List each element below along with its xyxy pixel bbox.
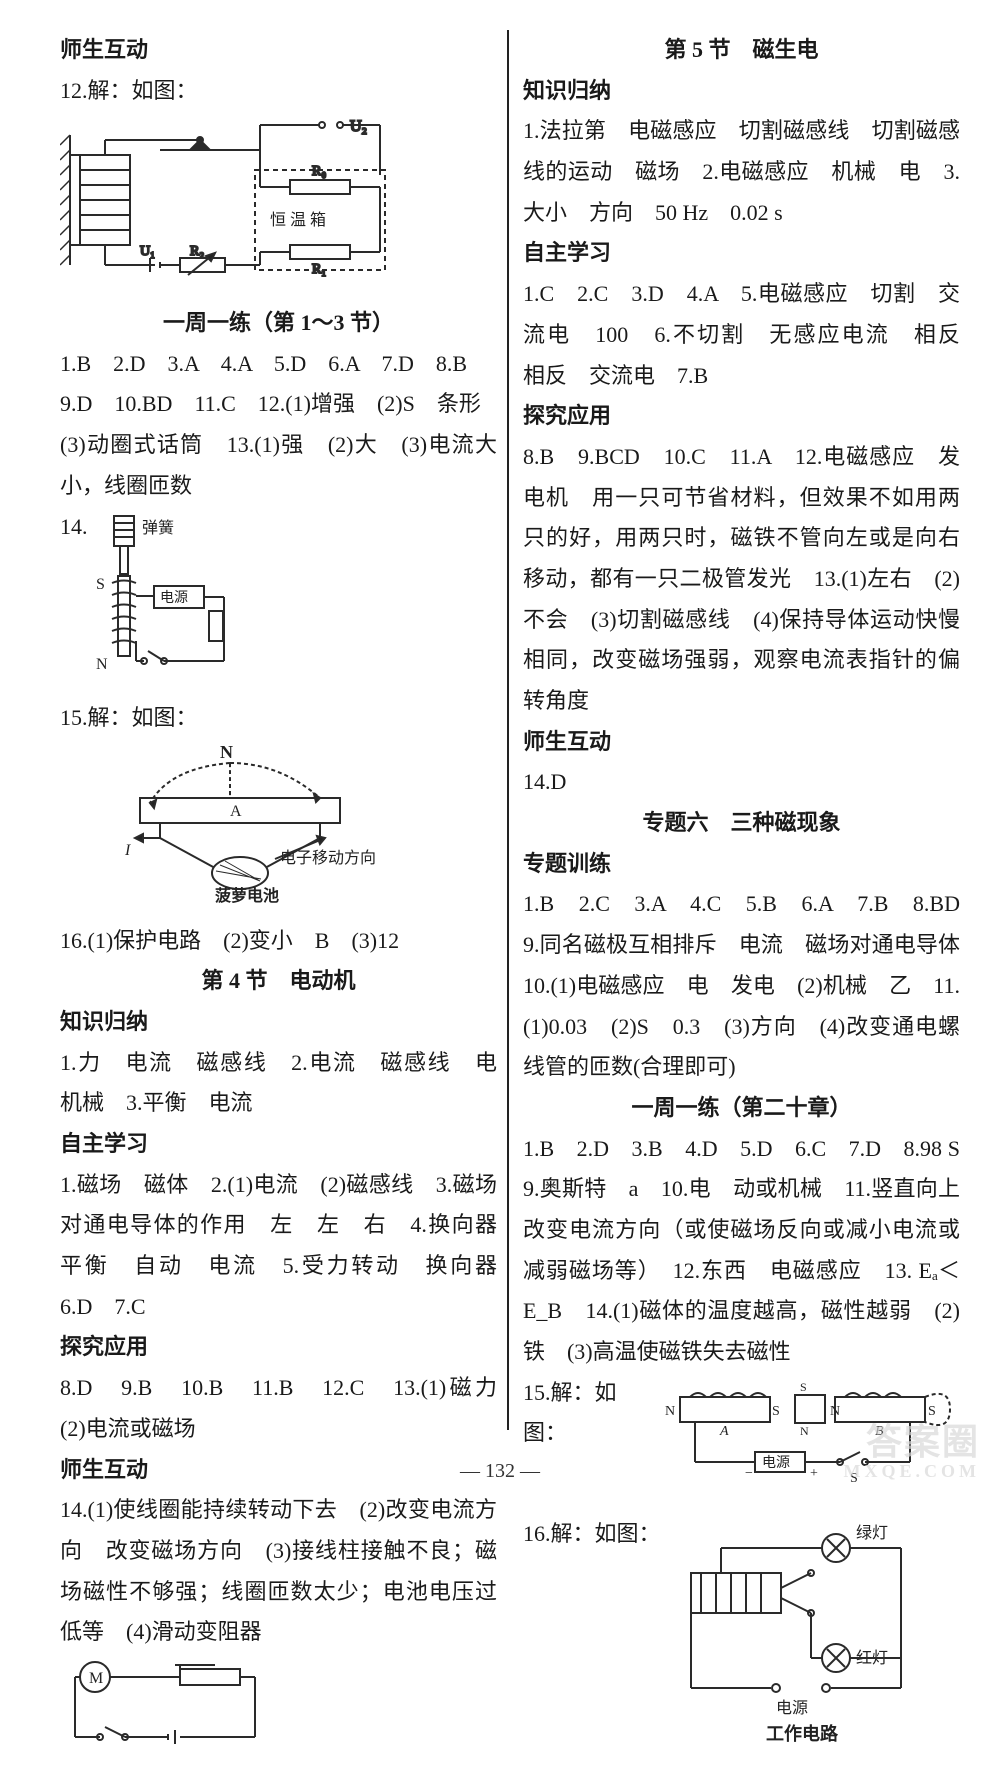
column-divider: [507, 30, 509, 1430]
page-number: — 132 —: [0, 1453, 1000, 1490]
sec4-k-title: 知识归纳: [60, 1002, 497, 1043]
sec5-z-p: 1.C 2.C 3.D 4.A 5.电磁感应 切割 交流电 100 6.不切割 …: [523, 274, 960, 396]
section-title: 师生互动: [60, 30, 497, 71]
svg-text:N: N: [220, 743, 233, 762]
sec4-title: 第 4 节 电动机: [60, 961, 497, 1002]
sec4-t-p: 8.D 9.B 10.B 11.B 12.C 13.(1)磁力 (2)电流或磁场: [60, 1368, 497, 1449]
week-title: 一周一练（第 1～3 节）: [60, 303, 497, 344]
sec5-t-title: 探究应用: [523, 396, 960, 437]
svg-text:电源: 电源: [776, 1699, 808, 1717]
topic6-p: 1.B 2.C 3.A 4.C 5.B 6.A 7.B 8.BD 9.同名磁极互…: [523, 884, 960, 1087]
svg-text:I: I: [124, 842, 131, 859]
q12-text: 12.解：如图：: [60, 71, 497, 112]
week-p1: 1.B 2.D 3.A 4.A 5.D 6.A 7.D 8.B: [60, 344, 497, 385]
sec5-k-title: 知识归纳: [523, 71, 960, 112]
week-p3: (3)动圈式话筒 13.(1)强 (2)大 (3)电流大小，线圈匝数: [60, 425, 497, 506]
sec5-h-p: 14.D: [523, 762, 960, 803]
svg-text:工作电路: 工作电路: [766, 1723, 839, 1744]
svg-text:电源: 电源: [160, 590, 188, 606]
q15-label: 15.解：如图：: [60, 698, 497, 739]
svg-text:A: A: [719, 1424, 729, 1439]
sec5-t-p: 8.B 9.BCD 10.C 11.A 12.电磁感应 发电机 用一只可节省材料…: [523, 437, 960, 722]
sec5-title: 第 5 节 磁生电: [523, 30, 960, 71]
svg-text:恒 温 箱: 恒 温 箱: [270, 211, 326, 229]
figure-15r: N S A S N N S B: [660, 1377, 960, 1511]
svg-text:S: S: [96, 576, 105, 593]
svg-text:N: N: [96, 656, 108, 673]
svg-text:绿灯: 绿灯: [856, 1524, 888, 1542]
svg-text:S: S: [800, 1380, 807, 1394]
svg-text:S: S: [772, 1404, 780, 1419]
sec5-k-p: 1.法拉第 电磁感应 切割磁感线 切割磁感线的运动 磁场 2.电磁感应 机械 电…: [523, 111, 960, 233]
week20-p: 1.B 2.D 3.B 4.D 5.D 6.C 7.D 8.98 S 9.奥斯特…: [523, 1129, 960, 1373]
figure-16r: 绿灯 红灯: [661, 1518, 931, 1762]
svg-text:N: N: [830, 1404, 840, 1419]
svg-text:S: S: [928, 1404, 936, 1419]
sec4-t-title: 探究应用: [60, 1327, 497, 1368]
topic6-title: 专题六 三种磁现象: [523, 803, 960, 844]
week-p2: 9.D 10.BD 11.C 12.(1)增强 (2)S 条形: [60, 384, 497, 425]
sec4-k-p: 1.力 电流 磁感线 2.电流 磁感线 电 机械 3.平衡 电流: [60, 1043, 497, 1124]
q15r-label: 15.解：如图：: [523, 1373, 660, 1454]
figure-12: U₂ R₀ R₁ 恒 温 箱: [60, 115, 497, 299]
svg-text:U₁: U₁: [140, 244, 155, 259]
q14-label: 14.: [60, 507, 94, 548]
figure-motor: M: [60, 1657, 497, 1771]
left-column: 师生互动 12.解：如图：: [60, 30, 497, 1430]
sec5-h-title: 师生互动: [523, 722, 960, 763]
svg-text:R₂: R₂: [190, 244, 204, 259]
sec4-h-p: 14.(1)使线圈能持续转动下去 (2)改变电流方向 改变磁场方向 (3)接线柱…: [60, 1490, 497, 1653]
svg-text:R₀: R₀: [312, 164, 326, 179]
topic6-sub: 专题训练: [523, 844, 960, 885]
q16r-label: 16.解：如图：: [523, 1514, 661, 1555]
svg-text:N: N: [800, 1424, 809, 1438]
sec5-z-title: 自主学习: [523, 233, 960, 274]
svg-text:菠萝电池: 菠萝电池: [215, 886, 279, 903]
figure-14: 弹簧 S N 电源: [94, 511, 244, 695]
svg-text:M: M: [89, 1670, 103, 1687]
q16-text: 16.(1)保护电路 (2)变小 B (3)12: [60, 921, 497, 962]
sec4-z-title: 自主学习: [60, 1124, 497, 1165]
svg-text:R₁: R₁: [312, 262, 326, 277]
right-column: 第 5 节 磁生电 知识归纳 1.法拉第 电磁感应 切割磁感线 切割磁感线的运动…: [523, 30, 960, 1430]
svg-text:B: B: [875, 1424, 884, 1439]
svg-text:A: A: [230, 803, 242, 820]
sec4-z-p: 1.磁场 磁体 2.(1)电流 (2)磁感线 3.磁场对通电导体的作用 左 左 …: [60, 1165, 497, 1328]
svg-text:N: N: [665, 1404, 675, 1419]
week20-title: 一周一练（第二十章）: [523, 1088, 960, 1129]
label-u2: U₂: [350, 118, 367, 135]
figure-15: N A I: [120, 743, 497, 917]
svg-text:弹簧: 弹簧: [142, 518, 174, 537]
